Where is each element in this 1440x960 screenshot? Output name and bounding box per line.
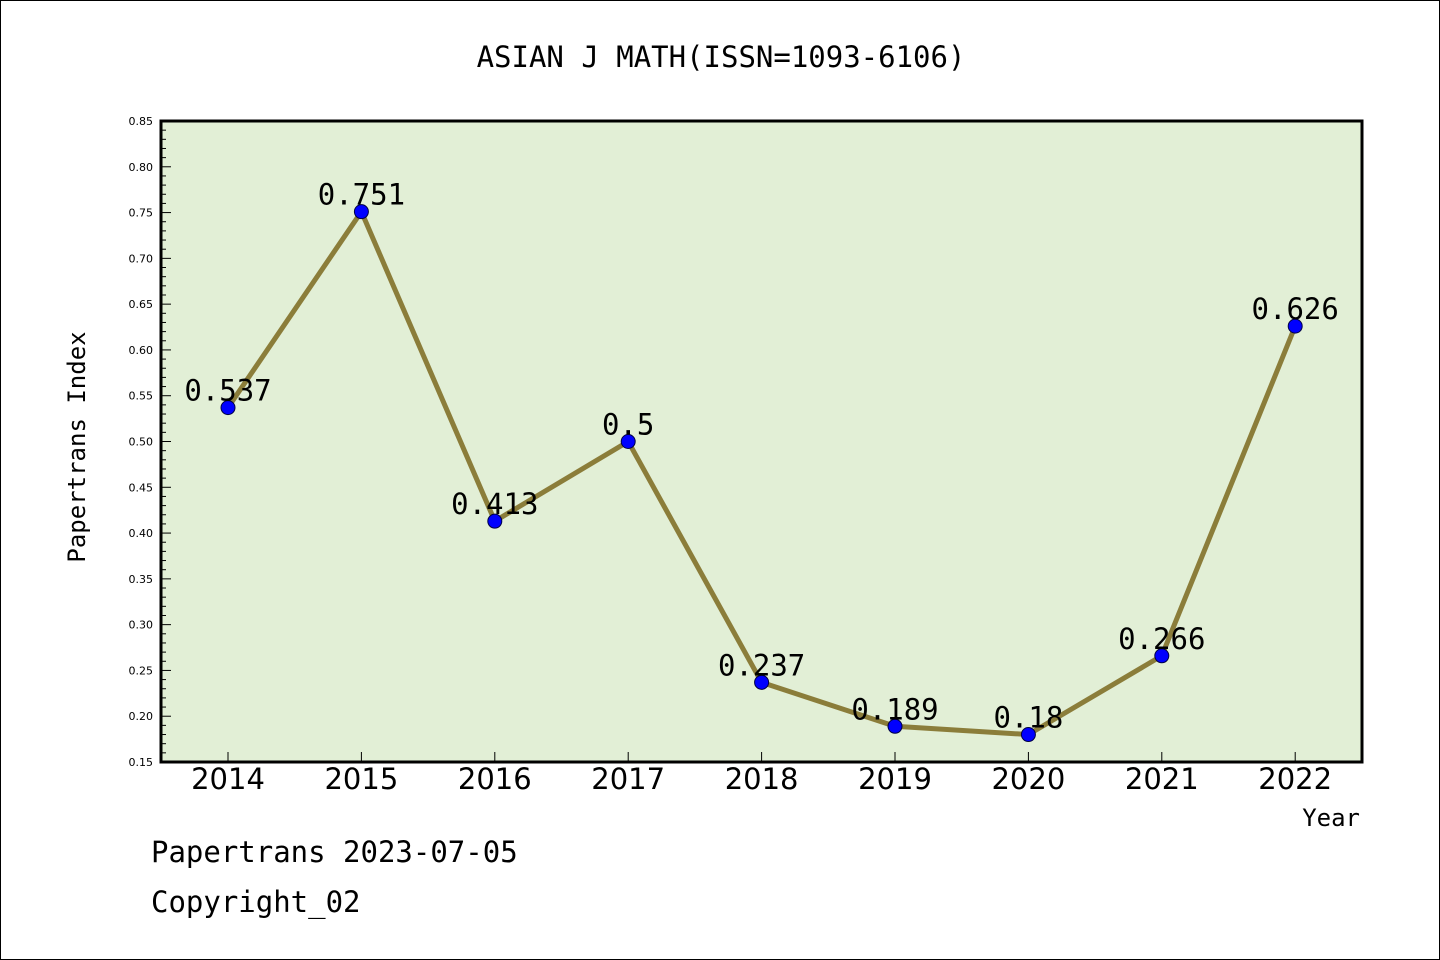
data-point-2017 xyxy=(620,434,636,449)
data-point-2018 xyxy=(754,674,770,690)
data-point-2020 xyxy=(1020,727,1036,743)
chart-title: ASIAN J MATH(ISSN=1093-6106) xyxy=(477,40,966,74)
y-tick-label: 0.55 xyxy=(129,390,154,403)
y-tick-label: 0.30 xyxy=(129,619,154,632)
x-tick-label: 2017 xyxy=(591,762,665,796)
y-tick-label: 0.50 xyxy=(129,436,154,449)
x-tick-label: 2020 xyxy=(991,762,1065,796)
data-label-2015: 0.751 xyxy=(318,178,405,212)
data-label-2020: 0.18 xyxy=(993,701,1063,735)
x-tick-label: 2018 xyxy=(725,762,799,796)
y-tick-label: 0.85 xyxy=(129,115,154,128)
y-tick-label: 0.35 xyxy=(129,573,154,586)
y-tick-label: 0.80 xyxy=(129,161,154,174)
x-axis: 2014 2015 2016 2017 2018 2019 2020 2021 2022 xyxy=(191,752,1332,796)
x-axis-label: Year xyxy=(1302,804,1360,832)
data-point-2014 xyxy=(220,400,236,416)
y-tick-label: 0.20 xyxy=(129,710,154,723)
y-tick-label: 0.75 xyxy=(129,207,154,220)
y-tick-label: 0.65 xyxy=(129,298,154,311)
data-point-2015 xyxy=(353,204,369,220)
data-label-2016: 0.413 xyxy=(451,487,538,521)
y-tick-label: 0.70 xyxy=(129,252,154,265)
data-label-2019: 0.189 xyxy=(851,692,938,726)
data-label-2017: 0.5 xyxy=(602,408,654,442)
x-tick-label: 2019 xyxy=(858,762,932,796)
x-tick-label: 2014 xyxy=(191,762,265,796)
footer-date: Papertrans 2023-07-05 xyxy=(151,835,518,869)
y-tick-label: 0.25 xyxy=(129,664,154,677)
footer-copyright: Copyright_02 xyxy=(151,885,361,919)
plot-border xyxy=(159,119,1364,764)
data-label-2022: 0.626 xyxy=(1252,292,1339,326)
data-label-2021: 0.266 xyxy=(1118,622,1205,656)
x-tick-label: 2016 xyxy=(458,762,532,796)
series-index: 0.537 0.751 0.413 0.5 0.237 0.189 0.18 0.266 0.6… xyxy=(184,178,1339,743)
data-point-2022 xyxy=(1287,318,1303,334)
x-tick-label: 2022 xyxy=(1258,762,1332,796)
y-tick-label: 0.40 xyxy=(129,527,154,540)
y-tick-label: 0.45 xyxy=(129,481,154,494)
x-tick-label: 2021 xyxy=(1125,762,1199,796)
x-tick-label: 2015 xyxy=(324,762,398,796)
data-point-2019 xyxy=(887,718,903,734)
data-point-2016 xyxy=(487,513,503,529)
y-axis-label: Papertrans Index xyxy=(63,331,91,562)
data-label-2018: 0.237 xyxy=(718,648,805,682)
data-label-2014: 0.537 xyxy=(184,374,271,408)
y-tick-label: 0.60 xyxy=(129,344,154,357)
y-tick-label: 0.15 xyxy=(129,756,154,769)
data-point-2021 xyxy=(1154,648,1170,664)
